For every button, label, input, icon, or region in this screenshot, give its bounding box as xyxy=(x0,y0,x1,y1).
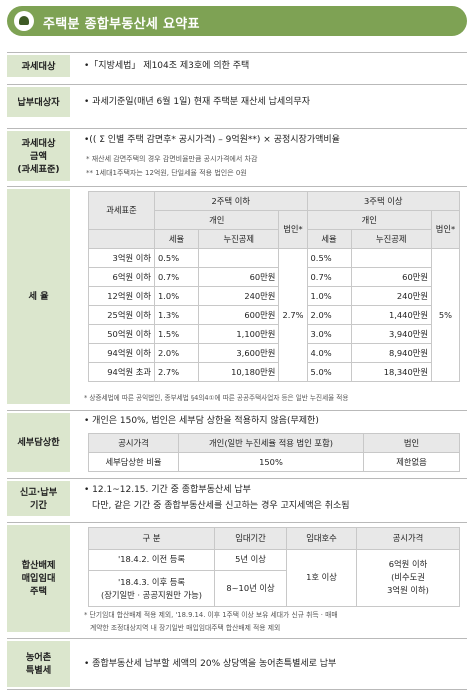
title-bar: 주택분 종합부동산세 요약표 xyxy=(7,6,467,36)
section-rental: 합산배제 매입임대 주택 구 분 임대기간 임대호수 공시가격 '18.4.2. 이전 등… xyxy=(7,522,467,634)
rural-text: • 종합부동산세 납부할 세액의 20% 상당액을 농어촌특별세로 납부 xyxy=(84,659,337,669)
target-text: •「지방세법」 제104조 제3호에 의한 주택 xyxy=(84,61,250,71)
rate-table: 과세표준 2주택 이하 3주택 이상 개인 법인* 개인 법인* 세율 누진공제… xyxy=(88,191,461,382)
row-header: 세부담상한 xyxy=(7,413,70,472)
page-title: 주택분 종합부동산세 요약표 xyxy=(43,17,200,32)
row-header: 신고·납부 기간 xyxy=(7,481,70,516)
row-header: 과세대상 금액 (과세표준) xyxy=(7,131,70,181)
row-header: 세 율 xyxy=(7,189,70,404)
base-formula: •(( Σ 인별 주택 감면후* 공시가격) – 9억원**) × 공정시장가액… xyxy=(84,135,340,145)
rate-row: 94억원 초과 2.7% 10,180만원 5.0% 18,340만원 xyxy=(88,362,460,382)
rate-row: 6억원 이하 0.7% 60만원 0.7% 60만원 xyxy=(88,267,460,287)
cap-text: • 개인은 150%, 법인은 세부담 상한을 적용하지 않음(무제한) xyxy=(84,416,319,426)
row-header: 농어촌 특별세 xyxy=(7,641,70,687)
rate-row: 50억원 이하 1.5% 1,100만원 3.0% 3,940만원 xyxy=(88,324,460,344)
rate-row: 3억원 이하 0.5% 2.7% 0.5% 5% xyxy=(88,248,460,382)
rental-table: 구 분 임대기간 임대호수 공시가격 '18.4.2. 이전 등록 5년 이상 1호 이… xyxy=(88,527,460,607)
section-base: 과세대상 금액 (과세표준) •(( Σ 인별 주택 감면후* 공시가격) – 9억… xyxy=(7,128,467,183)
row-header: 합산배제 매입임대 주택 xyxy=(7,525,70,632)
section-rural: 농어촌 특별세 • 종합부동산세 납부할 세액의 20% 상당액을 농어촌특별세로… xyxy=(7,638,467,690)
section-payer: 납부대상자 • 과세기준일(매년 6월 1일) 현재 주택분 재산세 납세의무자 xyxy=(7,84,467,119)
section-period: 신고·납부 기간 • 12.1~12.15. 기간 중 종합부동산세 납부 다만,… xyxy=(7,478,467,518)
period-text: 다만, 같은 기간 중 종합부동산세를 신고하는 경우 고지세액은 취소됨 xyxy=(92,501,350,511)
period-text: • 12.1~12.15. 기간 중 종합부동산세 납부 xyxy=(84,485,251,495)
rate-note: * 상증세법에 따른 공익법인, 종부세법 §4의4①에 따른 공공주택사업자 … xyxy=(84,394,349,402)
row-header: 납부대상자 xyxy=(7,87,70,117)
rental-note: * 단기임대 합산배제 적용 제외, '18.9.14. 이후 1주택 이상 보… xyxy=(84,611,338,619)
rental-note: 계약한 조정대상지역 내 장기일반 매입임대주택 합산배제 적용 제외 xyxy=(90,624,281,632)
rate-row: 25억원 이하 1.3% 600만원 2.0% 1,440만원 xyxy=(88,305,460,325)
section-rate: 세 율 과세표준 2주택 이하 3주택 이상 개인 법인* 개인 법인* 세율 … xyxy=(7,186,467,406)
rate-row: 12억원 이하 1.0% 240만원 1.0% 240만원 xyxy=(88,286,460,306)
base-note: ** 1세대1주택자는 12억원, 단일세율 적용 법인은 0원 xyxy=(86,169,247,177)
base-note: * 재산세 감면주택의 경우 감면비율만큼 공시가격에서 차감 xyxy=(86,155,258,163)
section-target: 과세대상 •「지방세법」 제104조 제3호에 의한 주택 xyxy=(7,52,467,79)
row-header: 과세대상 xyxy=(7,55,70,77)
payer-text: • 과세기준일(매년 6월 1일) 현재 주택분 재산세 납세의무자 xyxy=(84,97,310,107)
house-icon xyxy=(14,11,34,31)
rate-row: 94억원 이하 2.0% 3,600만원 4.0% 8,940만원 xyxy=(88,343,460,363)
section-cap: 세부담상한 • 개인은 150%, 법인은 세부담 상한을 적용하지 않음(무제… xyxy=(7,410,467,474)
cap-table: 공시가격 개인(일반 누진세율 적용 법인 포함) 법인 세부담상한 비율 150% 제… xyxy=(88,433,460,472)
